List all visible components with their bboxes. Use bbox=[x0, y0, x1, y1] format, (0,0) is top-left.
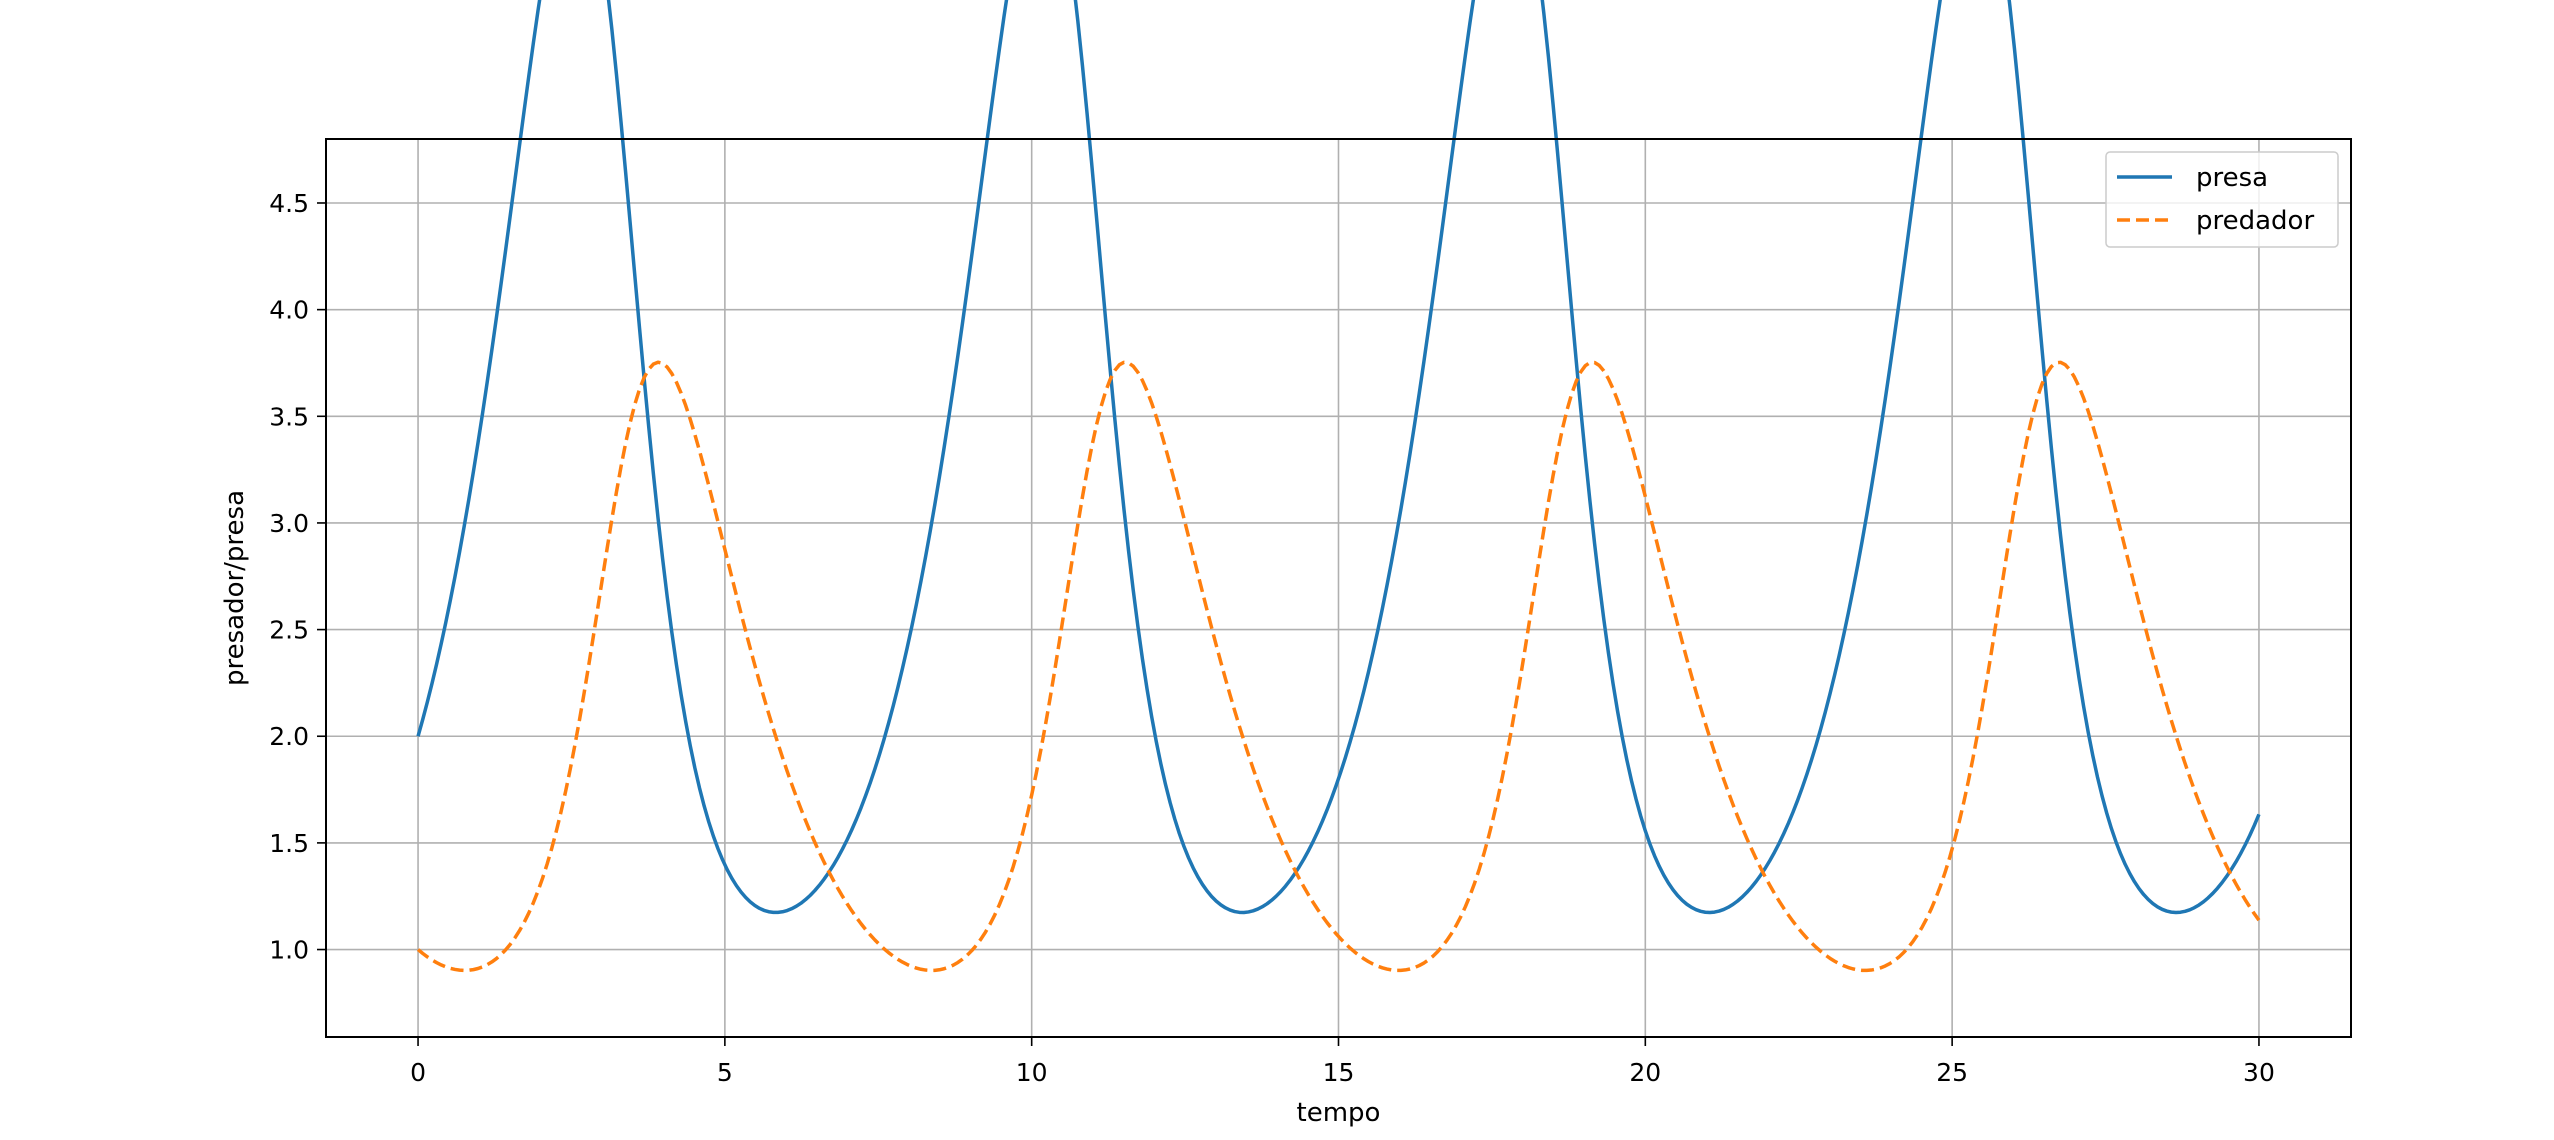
x-tick-label: 30 bbox=[2243, 1058, 2275, 1087]
x-tick-label: 15 bbox=[1323, 1058, 1355, 1087]
legend-label-predador: predador bbox=[2196, 206, 2314, 236]
x-tick-label: 20 bbox=[1629, 1058, 1661, 1087]
x-axis-label: tempo bbox=[1297, 1098, 1381, 1128]
y-tick-label: 3.5 bbox=[269, 402, 309, 431]
x-axis-ticks: 0 5 10 15 20 25 30 bbox=[410, 1037, 2275, 1087]
y-tick-label: 4.0 bbox=[269, 296, 309, 325]
y-tick-label: 1.5 bbox=[269, 829, 309, 858]
x-tick-label: 0 bbox=[410, 1058, 426, 1087]
y-tick-label: 2.0 bbox=[269, 722, 309, 751]
x-tick-label: 25 bbox=[1936, 1058, 1968, 1087]
legend-label-presa: presa bbox=[2196, 163, 2268, 193]
y-axis-ticks: 1.0 1.5 2.0 2.5 3.0 3.5 4.0 4.5 bbox=[269, 189, 326, 965]
x-tick-label: 10 bbox=[1016, 1058, 1048, 1087]
y-tick-label: 3.0 bbox=[269, 509, 309, 538]
series-line-predador bbox=[416, 360, 2261, 973]
grid bbox=[326, 139, 2351, 1037]
plot-lines bbox=[416, 0, 2261, 973]
x-tick-label: 5 bbox=[717, 1058, 733, 1087]
y-tick-label: 1.0 bbox=[269, 936, 309, 965]
series-line-presa bbox=[416, 0, 2261, 915]
legend: presa predador bbox=[2105, 151, 2339, 248]
y-tick-label: 4.5 bbox=[269, 189, 309, 218]
y-axis-label: presador/presa bbox=[220, 490, 250, 686]
y-tick-label: 2.5 bbox=[269, 616, 309, 645]
